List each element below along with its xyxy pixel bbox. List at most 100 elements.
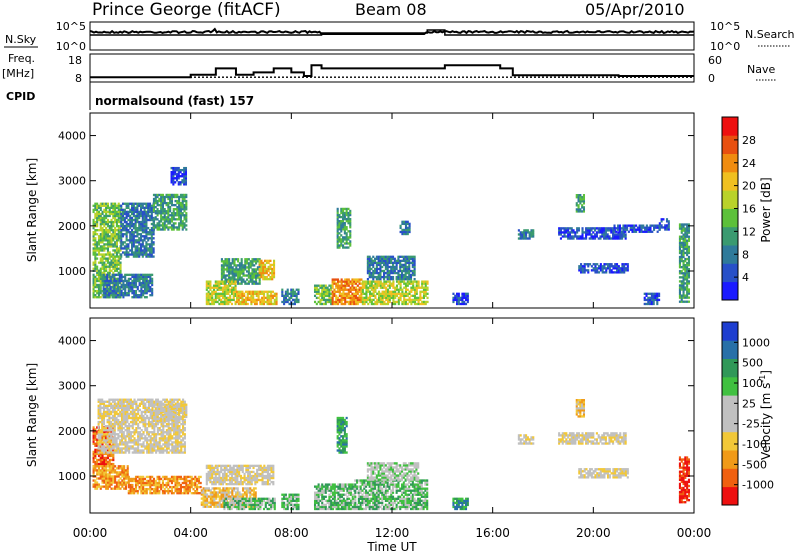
heatmap-cell bbox=[232, 286, 235, 289]
heatmap-cell bbox=[408, 300, 411, 304]
heatmap-cell bbox=[145, 214, 148, 218]
heatmap-cell bbox=[408, 230, 411, 234]
heatmap-cell bbox=[209, 294, 212, 298]
heatmap-cell bbox=[114, 214, 117, 218]
heatmap-cell bbox=[264, 271, 267, 275]
heatmap-cell bbox=[667, 226, 670, 229]
heatmap-cell bbox=[92, 465, 95, 468]
heatmap-cell bbox=[612, 265, 615, 268]
heatmap-cell bbox=[335, 300, 338, 304]
heatmap-cell bbox=[96, 442, 99, 445]
heatmap-cell bbox=[388, 265, 391, 269]
heatmap-cell bbox=[599, 235, 602, 238]
heatmap-cell bbox=[132, 233, 135, 236]
heatmap-cell bbox=[108, 429, 111, 432]
heatmap-cell bbox=[130, 204, 134, 207]
heatmap-cell bbox=[178, 222, 181, 225]
heatmap-cell bbox=[110, 449, 113, 452]
heatmap-cell bbox=[385, 296, 388, 300]
heatmap-cell bbox=[383, 302, 386, 306]
heatmap-cell bbox=[267, 265, 270, 269]
heatmap-cell bbox=[138, 233, 141, 236]
heatmap-cell bbox=[404, 294, 408, 298]
heatmap-cell bbox=[183, 487, 186, 491]
heatmap-cell bbox=[250, 294, 253, 298]
heatmap-cell bbox=[377, 275, 380, 279]
heatmap-cell bbox=[161, 197, 164, 201]
heatmap-cell bbox=[336, 226, 339, 229]
heatmap-cell bbox=[347, 294, 350, 298]
heatmap-cell bbox=[142, 479, 145, 483]
heatmap-cell bbox=[136, 249, 139, 252]
heatmap-cell bbox=[319, 286, 322, 289]
heatmap-cell bbox=[342, 294, 345, 298]
heatmap-cell bbox=[141, 226, 144, 230]
heatmap-cell bbox=[108, 235, 111, 238]
heatmap-cell bbox=[403, 298, 406, 302]
heatmap-cell bbox=[344, 302, 347, 306]
heatmap-cell bbox=[97, 406, 100, 410]
heatmap-cell bbox=[124, 471, 127, 474]
heatmap-cell bbox=[466, 300, 469, 304]
heatmap-cell bbox=[338, 215, 341, 219]
heatmap-cell bbox=[344, 294, 347, 298]
heatmap-cell bbox=[188, 481, 191, 485]
heatmap-cell bbox=[413, 292, 417, 295]
heatmap-cell bbox=[110, 467, 113, 470]
heatmap-cell bbox=[687, 225, 690, 228]
heatmap-cell bbox=[106, 410, 109, 414]
heatmap-cell bbox=[393, 265, 396, 269]
nsky-trace bbox=[89, 27, 695, 35]
heatmap-cell bbox=[617, 233, 620, 236]
heatmap-cell bbox=[223, 302, 226, 306]
heatmap-cell bbox=[233, 274, 236, 277]
heatmap-cell bbox=[338, 238, 341, 241]
heatmap-cell bbox=[96, 267, 99, 270]
heatmap-cell bbox=[124, 481, 127, 484]
heatmap-cell bbox=[255, 282, 258, 285]
heatmap-cell bbox=[108, 404, 111, 407]
heatmap-cell bbox=[349, 296, 352, 300]
heatmap-cell bbox=[615, 269, 619, 272]
heatmap-cell bbox=[590, 229, 593, 232]
heatmap-cell bbox=[178, 197, 181, 201]
heatmap-cell bbox=[122, 247, 125, 250]
heatmap-cell bbox=[94, 281, 97, 285]
heatmap-cell bbox=[682, 223, 685, 226]
heatmap-cell bbox=[94, 432, 97, 435]
heatmap-cell bbox=[92, 430, 95, 433]
heatmap-cell bbox=[530, 233, 533, 236]
heatmap-cell bbox=[119, 261, 122, 264]
heatmap-cell bbox=[105, 481, 108, 484]
heatmap-cell bbox=[397, 255, 400, 258]
heatmap-cell bbox=[234, 290, 237, 293]
heatmap-cell bbox=[97, 483, 101, 486]
heatmap-cell bbox=[104, 277, 107, 281]
heatmap-cell bbox=[117, 291, 120, 295]
heatmap-cell bbox=[181, 224, 184, 227]
heatmap-cell bbox=[111, 433, 115, 436]
heatmap-cell bbox=[684, 270, 687, 273]
heatmap-cell bbox=[114, 257, 117, 260]
heatmap-cell bbox=[120, 414, 124, 418]
heatmap-cell bbox=[105, 229, 108, 232]
heatmap-cell bbox=[145, 222, 148, 226]
heatmap-cell bbox=[138, 275, 141, 279]
heatmap-cell bbox=[111, 439, 115, 442]
heatmap-cell bbox=[377, 261, 380, 265]
heatmap-cell bbox=[149, 479, 152, 483]
heatmap-cell bbox=[404, 298, 408, 302]
heatmap-cell bbox=[220, 292, 223, 295]
heatmap-cell bbox=[340, 294, 343, 298]
heatmap-cell bbox=[363, 286, 366, 289]
heatmap-cell bbox=[271, 302, 275, 306]
heatmap-cell bbox=[145, 245, 148, 248]
heatmap-cell bbox=[102, 408, 106, 412]
heatmap-cell bbox=[115, 433, 118, 436]
heatmap-cell bbox=[111, 406, 115, 410]
heatmap-cell bbox=[345, 284, 349, 287]
heatmap-cell bbox=[403, 228, 406, 232]
heatmap-cell bbox=[96, 210, 99, 214]
heatmap-cell bbox=[92, 261, 95, 264]
heatmap-cell bbox=[577, 194, 580, 197]
